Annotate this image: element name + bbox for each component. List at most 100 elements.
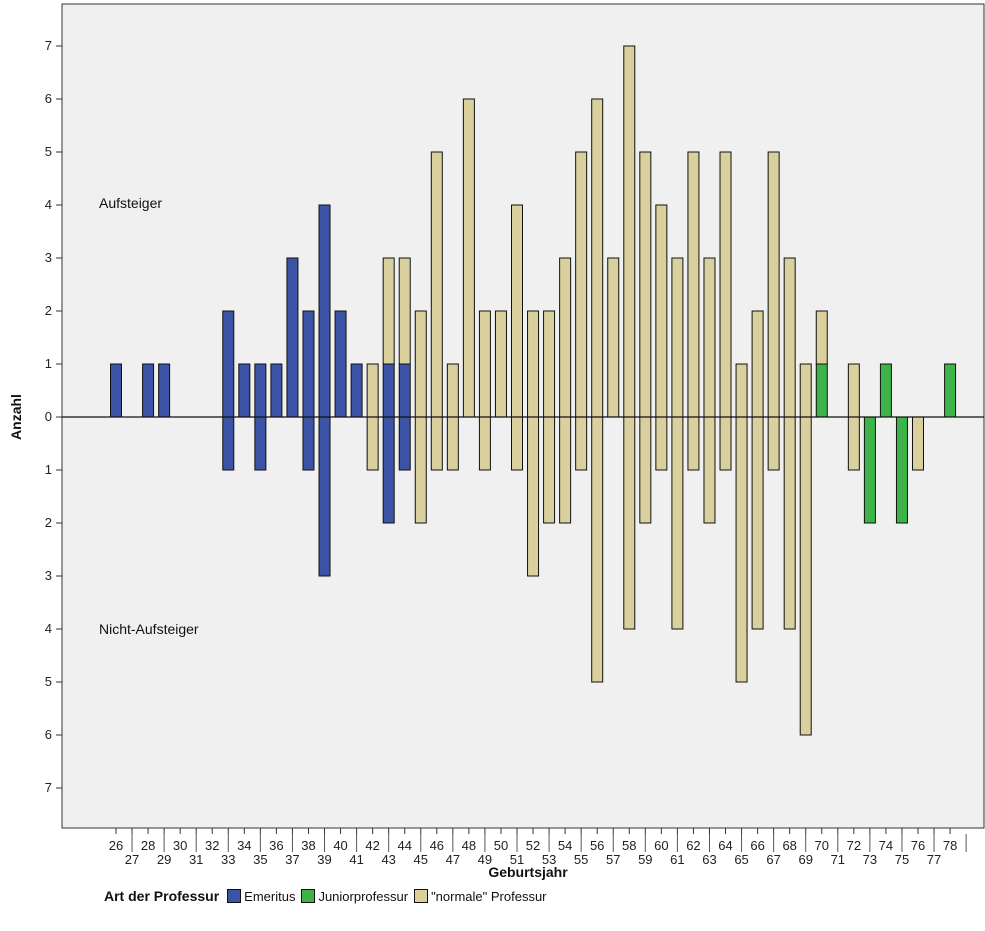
bar-emeritus-nicht-aufsteiger-35 xyxy=(254,416,267,471)
bar-normale-professur-aufsteiger-49 xyxy=(478,310,491,418)
bar-normale-professur-nicht-aufsteiger-54 xyxy=(559,416,572,524)
legend-label-normale-professur: "normale" Professur xyxy=(431,888,547,904)
bar-emeritus-aufsteiger-28 xyxy=(142,363,155,418)
bar-normale-professur-nicht-aufsteiger-49 xyxy=(478,416,491,471)
bar-normale-professur-nicht-aufsteiger-59 xyxy=(639,416,652,524)
bar-normale-professur-nicht-aufsteiger-63 xyxy=(703,416,716,524)
x-tick-label: 59 xyxy=(638,852,652,867)
bar-normale-professur-nicht-aufsteiger-60 xyxy=(655,416,668,471)
x-axis: 2627282930313233343536373839404142434445… xyxy=(109,828,967,867)
bar-normale-professur-aufsteiger-48 xyxy=(462,98,475,418)
x-tick-label: 57 xyxy=(606,852,620,867)
bar-normale-professur-aufsteiger-68 xyxy=(783,257,796,418)
bar-normale-professur-aufsteiger-72 xyxy=(847,363,860,418)
bar-normale-professur-aufsteiger-57 xyxy=(607,257,620,418)
bar-normale-professur-nicht-aufsteiger-61 xyxy=(671,416,684,630)
bar-emeritus-aufsteiger-38 xyxy=(302,310,315,418)
x-tick-label: 66 xyxy=(750,838,764,853)
x-tick-label: 77 xyxy=(927,852,941,867)
bar-emeritus-aufsteiger-44 xyxy=(398,363,411,418)
x-tick-label: 45 xyxy=(414,852,428,867)
annotation-aufsteiger: Aufsteiger xyxy=(99,195,162,211)
bar-normale-professur-aufsteiger-50 xyxy=(494,310,507,418)
bar-normale-professur-nicht-aufsteiger-76 xyxy=(912,416,924,471)
bar-normale-professur-aufsteiger-54 xyxy=(559,257,572,418)
bar-normale-professur-aufsteiger-64 xyxy=(719,151,732,418)
legend-item-emeritus: Emeritus xyxy=(227,889,295,904)
bar-normale-professur-aufsteiger-47 xyxy=(446,363,459,418)
bar-normale-professur-aufsteiger-61 xyxy=(671,257,684,418)
bar-emeritus-aufsteiger-41 xyxy=(350,363,363,418)
bar-emeritus-nicht-aufsteiger-38 xyxy=(302,416,315,471)
bar-normale-professur-nicht-aufsteiger-51 xyxy=(511,416,523,471)
x-tick-label: 69 xyxy=(798,852,812,867)
bar-normale-professur-nicht-aufsteiger-68 xyxy=(783,416,796,630)
x-tick-label: 31 xyxy=(189,852,203,867)
x-tick-label: 63 xyxy=(702,852,716,867)
x-tick-label: 41 xyxy=(349,852,363,867)
y-tick-label: 1 xyxy=(45,356,52,371)
bar-normale-professur-nicht-aufsteiger-42 xyxy=(366,416,379,471)
bar-emeritus-aufsteiger-35 xyxy=(254,363,267,418)
bar-normale-professur-aufsteiger-51 xyxy=(511,204,523,418)
bar-normale-professur-aufsteiger-53 xyxy=(543,310,556,418)
x-tick-label: 28 xyxy=(141,838,155,853)
x-tick-label: 74 xyxy=(879,838,893,853)
bar-normale-professur-nicht-aufsteiger-66 xyxy=(751,416,764,630)
bar-normale-professur-aufsteiger-59 xyxy=(639,151,652,418)
x-tick-label: 72 xyxy=(847,838,861,853)
bar-normale-professur-aufsteiger-58 xyxy=(623,45,636,418)
x-tick-label: 61 xyxy=(670,852,684,867)
y-tick-label: 6 xyxy=(45,91,52,106)
x-tick-label: 34 xyxy=(237,838,251,853)
bar-emeritus-aufsteiger-36 xyxy=(270,363,283,418)
x-tick-label: 46 xyxy=(430,838,444,853)
bar-normale-professur-aufsteiger-66 xyxy=(751,310,764,418)
bar-juniorprofessur-aufsteiger-70 xyxy=(815,363,828,418)
x-tick-label: 56 xyxy=(590,838,604,853)
bar-normale-professur-aufsteiger-43 xyxy=(382,257,395,365)
x-tick-label: 60 xyxy=(654,838,668,853)
x-tick-label: 64 xyxy=(718,838,732,853)
x-tick-label: 76 xyxy=(911,838,925,853)
bar-emeritus-nicht-aufsteiger-43 xyxy=(382,416,395,524)
bar-normale-professur-aufsteiger-69 xyxy=(799,363,812,418)
bar-normale-professur-aufsteiger-62 xyxy=(687,151,700,418)
bar-emeritus-nicht-aufsteiger-33 xyxy=(222,416,235,471)
x-tick-label: 78 xyxy=(943,838,957,853)
bar-emeritus-nicht-aufsteiger-44 xyxy=(398,416,411,471)
bar-normale-professur-aufsteiger-45 xyxy=(414,310,427,418)
x-tick-label: 47 xyxy=(446,852,460,867)
x-tick-label: 26 xyxy=(109,838,123,853)
x-tick-label: 49 xyxy=(478,852,492,867)
x-tick-label: 52 xyxy=(526,838,540,853)
x-tick-label: 51 xyxy=(510,852,524,867)
y-tick-label: 4 xyxy=(45,197,52,212)
bar-normale-professur-aufsteiger-60 xyxy=(655,204,668,418)
bar-normale-professur-nicht-aufsteiger-55 xyxy=(575,416,588,471)
x-tick-label: 65 xyxy=(734,852,748,867)
bars-group xyxy=(110,45,957,736)
bar-normale-professur-nicht-aufsteiger-58 xyxy=(623,416,636,630)
bar-emeritus-nicht-aufsteiger-39 xyxy=(318,416,331,577)
bar-normale-professur-nicht-aufsteiger-56 xyxy=(591,416,604,683)
bar-emeritus-aufsteiger-37 xyxy=(286,257,299,418)
y-tick-label: 0 xyxy=(45,409,52,424)
x-tick-label: 58 xyxy=(622,838,636,853)
x-tick-label: 39 xyxy=(317,852,331,867)
x-tick-label: 68 xyxy=(782,838,796,853)
x-tick-label: 42 xyxy=(365,838,379,853)
legend-item-normale-professur: "normale" Professur xyxy=(414,888,547,904)
y-tick-label: 7 xyxy=(45,38,52,53)
bar-normale-professur-nicht-aufsteiger-65 xyxy=(735,416,748,683)
bar-normale-professur-aufsteiger-67 xyxy=(767,151,780,418)
bar-normale-professur-aufsteiger-55 xyxy=(575,151,588,418)
legend-label-juniorprofessur: Juniorprofessur xyxy=(318,888,409,904)
bar-normale-professur-aufsteiger-46 xyxy=(430,151,443,418)
legend-item-juniorprofessur: Juniorprofessur xyxy=(301,889,408,904)
bar-emeritus-aufsteiger-43 xyxy=(382,363,395,418)
x-tick-label: 38 xyxy=(301,838,315,853)
bar-normale-professur-nicht-aufsteiger-53 xyxy=(543,416,556,524)
bar-normale-professur-aufsteiger-44 xyxy=(398,257,411,365)
y-tick-label: 5 xyxy=(45,144,52,159)
